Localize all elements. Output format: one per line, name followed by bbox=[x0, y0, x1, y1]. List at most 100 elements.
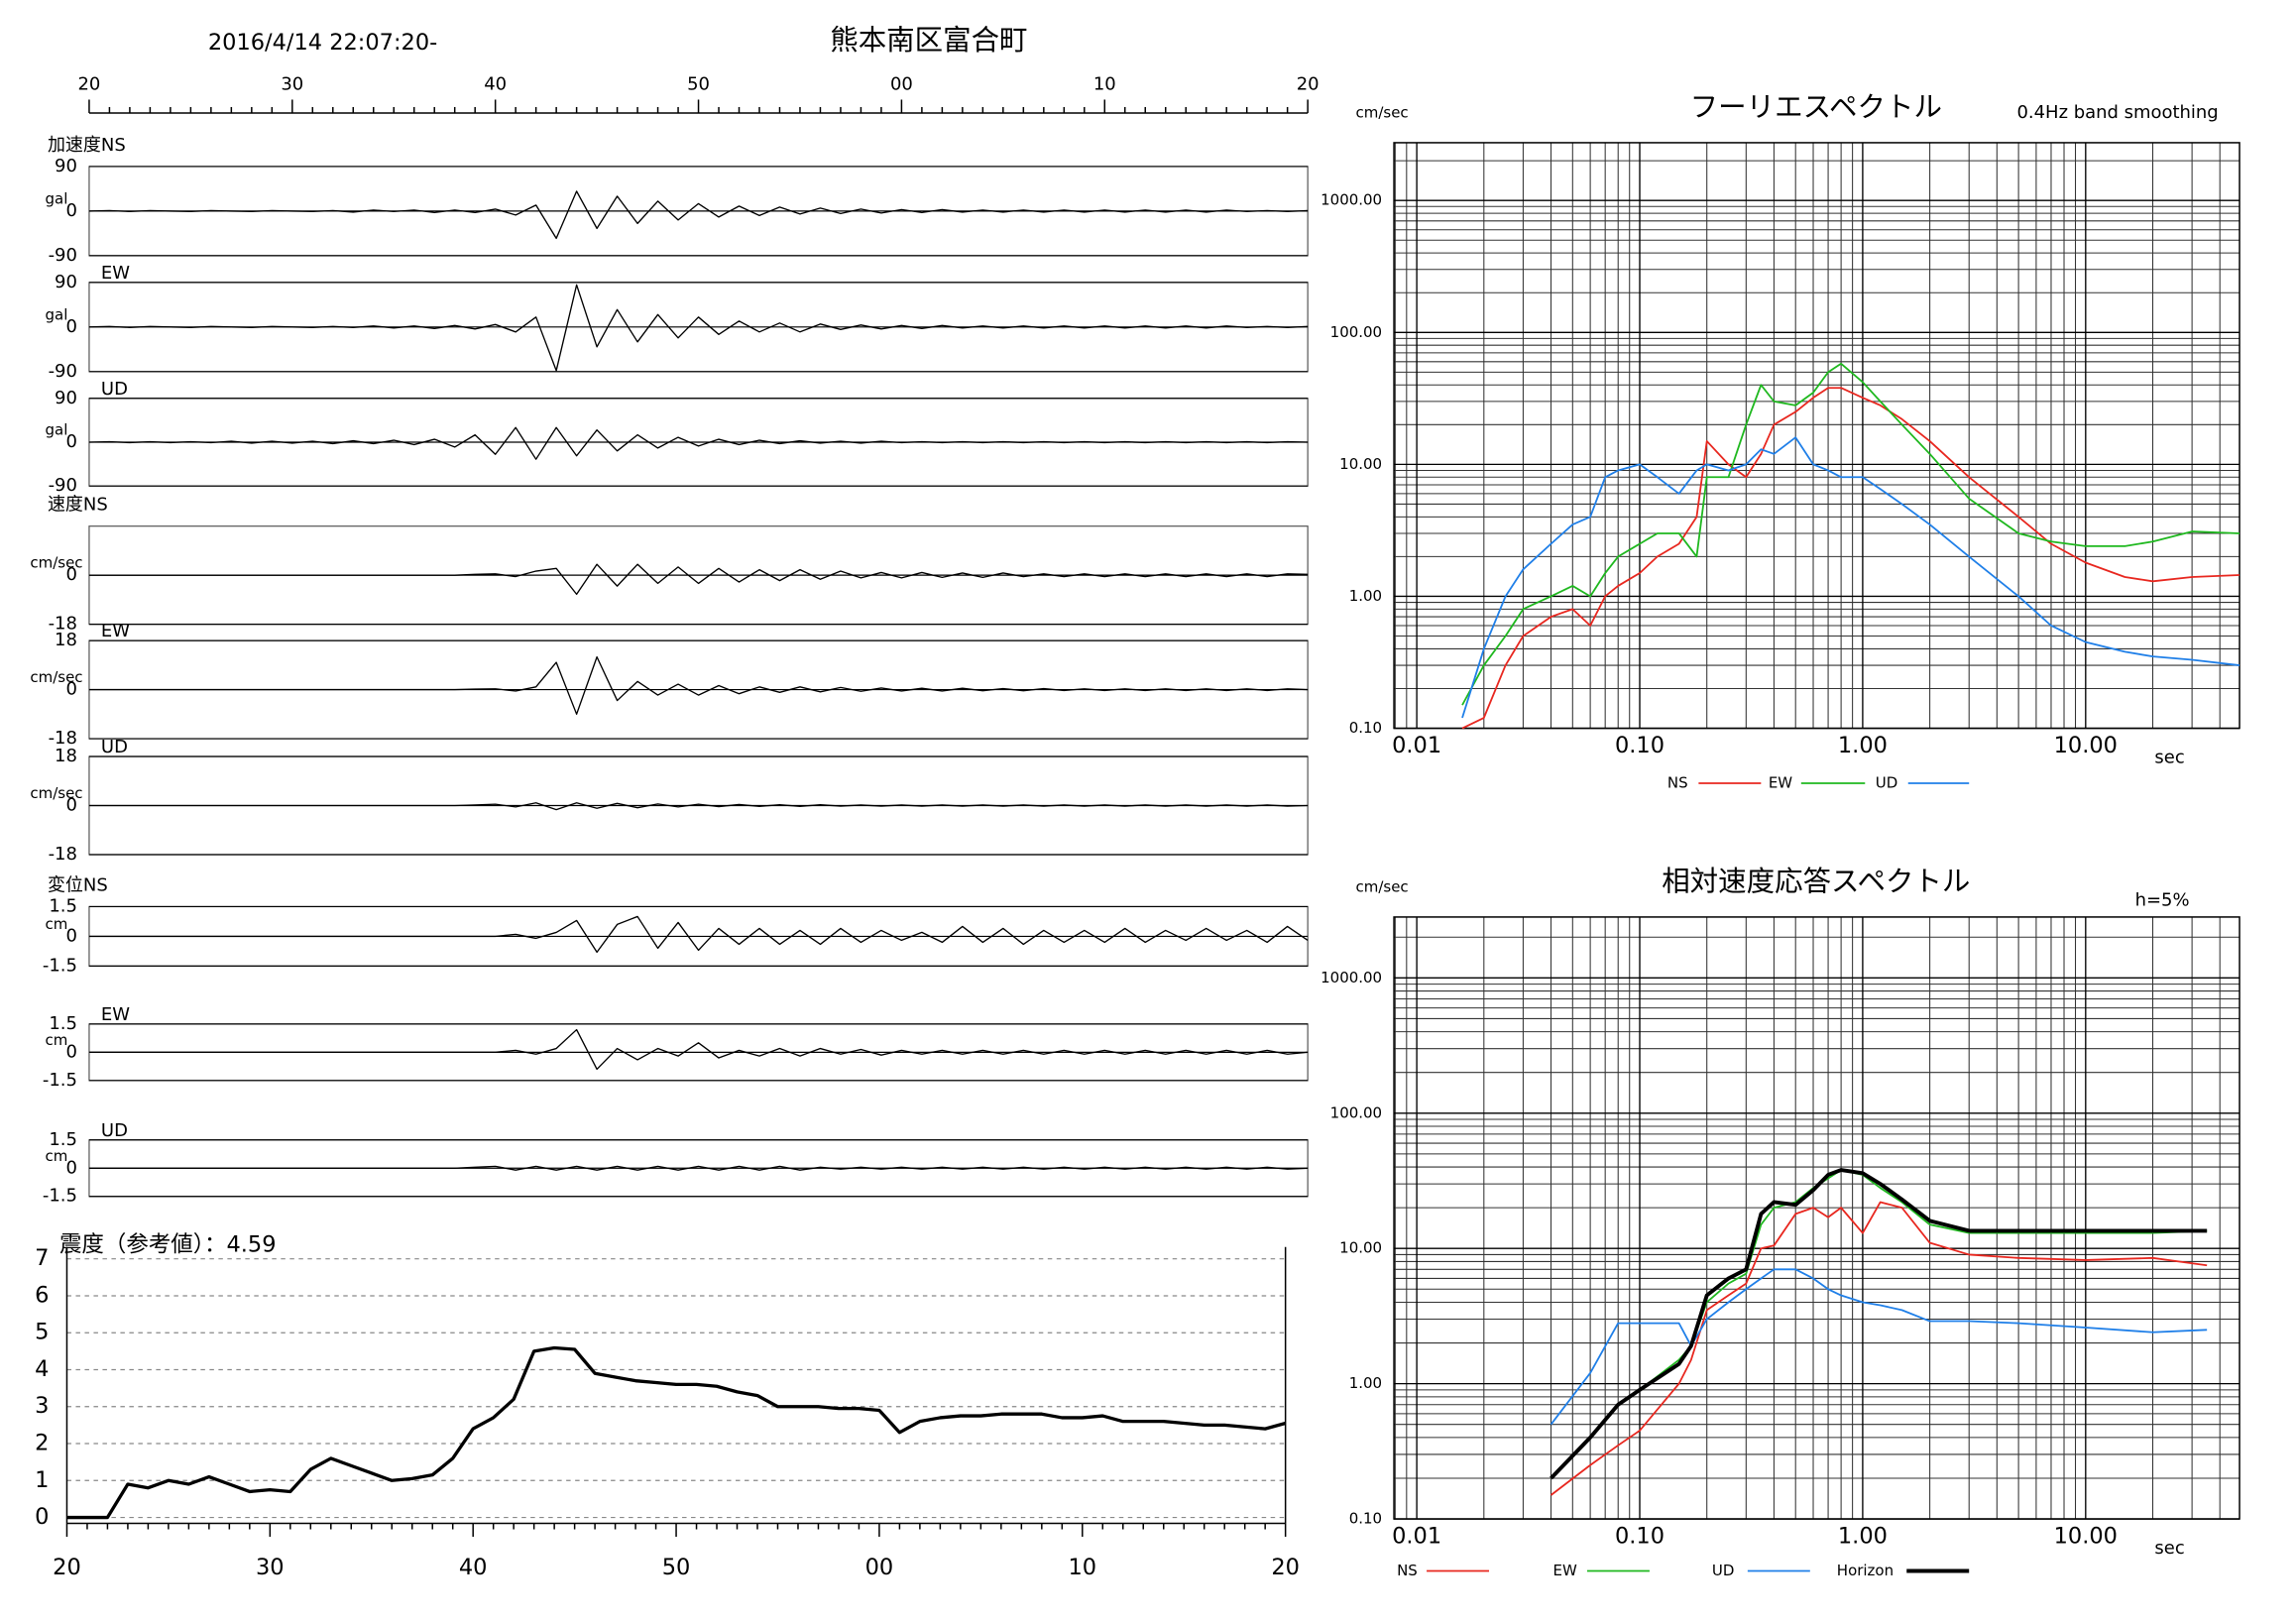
y-tick-label: 0 bbox=[66, 316, 77, 337]
y-tick-label: -90 bbox=[49, 475, 77, 496]
plot-frame bbox=[1393, 916, 2240, 1520]
waveform bbox=[88, 284, 1309, 372]
y-tick-label: -90 bbox=[49, 361, 77, 382]
y-tick-label: -90 bbox=[49, 245, 77, 266]
y-tick-label: 2 bbox=[35, 1431, 49, 1456]
panel-title: UD bbox=[101, 737, 128, 757]
y-tick-label: 90 bbox=[55, 156, 77, 176]
waveform bbox=[88, 1028, 1309, 1071]
panel-title: UD bbox=[101, 1120, 128, 1141]
chart-title: 震度（参考値）：4.59 bbox=[59, 1232, 277, 1258]
y-axis-label: cm/sec bbox=[1356, 103, 1409, 121]
date-time: 2016/4/14 22:07:20- bbox=[208, 30, 437, 56]
y-tick-label: 0 bbox=[66, 564, 77, 585]
waveform bbox=[88, 655, 1309, 715]
station: 熊本南区富合町 bbox=[830, 24, 1027, 57]
x-tick-label: 10.00 bbox=[2054, 733, 2118, 758]
y-tick-label: 0 bbox=[66, 1041, 77, 1062]
x-tick-label: 40 bbox=[484, 73, 507, 94]
y-tick-label: 1.5 bbox=[49, 1129, 77, 1150]
panel-title: EW bbox=[101, 621, 130, 641]
spectrum-line bbox=[1461, 387, 2240, 730]
y-tick-label: 0 bbox=[35, 1504, 49, 1530]
unit-label: gal bbox=[46, 189, 68, 207]
y-tick-label: 1.00 bbox=[1349, 1374, 1382, 1392]
y-tick-label: 100.00 bbox=[1330, 323, 1382, 341]
y-tick-label: 3 bbox=[35, 1393, 49, 1419]
y-tick-label: 18 bbox=[55, 746, 77, 766]
x-tick-label: 0.01 bbox=[1392, 1524, 1441, 1550]
x-tick-label: 20 bbox=[53, 1555, 81, 1580]
plot-frame bbox=[1393, 142, 2240, 730]
y-tick-label: 10.00 bbox=[1339, 455, 1382, 473]
x-tick-label: 20 bbox=[1271, 1555, 1300, 1580]
intensity-line bbox=[66, 1345, 1287, 1520]
x-tick-label: 10.00 bbox=[2054, 1524, 2118, 1550]
x-axis-label: sec bbox=[2154, 748, 2184, 768]
waveform bbox=[88, 563, 1309, 596]
unit-label: cm bbox=[46, 1147, 68, 1165]
legend-label: NS bbox=[1667, 774, 1688, 792]
spectrum-line bbox=[1461, 362, 2240, 706]
y-tick-label: 18 bbox=[55, 630, 77, 650]
panel-title: UD bbox=[101, 379, 128, 400]
subtitle: 0.4Hz band smoothing bbox=[2016, 102, 2218, 123]
x-tick-label: 30 bbox=[256, 1555, 285, 1580]
annotation: h=5% bbox=[2135, 889, 2190, 910]
panel-title: EW bbox=[101, 263, 130, 284]
x-tick-label: 00 bbox=[865, 1555, 894, 1580]
y-tick-label: -18 bbox=[49, 728, 77, 749]
x-tick-label: 50 bbox=[662, 1555, 691, 1580]
waveform bbox=[88, 426, 1309, 460]
unit-label: cm bbox=[46, 915, 68, 933]
x-axis-label: sec bbox=[2154, 1538, 2184, 1559]
y-tick-label: 1.5 bbox=[49, 895, 77, 916]
y-tick-label: 1.00 bbox=[1349, 587, 1382, 605]
unit-label: cm/sec bbox=[30, 784, 82, 802]
spectrum-line bbox=[1550, 1201, 2208, 1496]
waveform bbox=[88, 190, 1309, 240]
x-tick-label: 20 bbox=[1297, 73, 1320, 94]
y-tick-label: 100.00 bbox=[1330, 1103, 1382, 1121]
y-axis-label: cm/sec bbox=[1356, 877, 1409, 895]
unit-label: cm/sec bbox=[30, 554, 82, 572]
spectrum-line bbox=[1550, 1268, 2208, 1426]
x-tick-label: 50 bbox=[687, 73, 710, 94]
x-tick-label: 10 bbox=[1068, 1555, 1096, 1580]
y-tick-label: -1.5 bbox=[43, 1070, 77, 1091]
y-tick-label: 0 bbox=[66, 925, 77, 946]
y-tick-label: 0 bbox=[66, 431, 77, 452]
x-tick-label: 10 bbox=[1093, 73, 1116, 94]
chart-title: フーリエスペクトル bbox=[1690, 90, 1942, 123]
panel-title: 加速度NS bbox=[48, 135, 126, 156]
y-tick-label: 1 bbox=[35, 1467, 49, 1493]
unit-label: gal bbox=[46, 420, 68, 438]
y-tick-label: 1000.00 bbox=[1320, 969, 1382, 986]
x-tick-label: 30 bbox=[281, 73, 303, 94]
y-tick-label: 0.10 bbox=[1349, 1510, 1382, 1528]
y-tick-label: 6 bbox=[35, 1282, 49, 1308]
unit-label: cm/sec bbox=[30, 668, 82, 686]
spectrum-line bbox=[1550, 1168, 2208, 1480]
y-tick-label: 0 bbox=[66, 200, 77, 221]
y-tick-label: 7 bbox=[35, 1245, 49, 1271]
legend-label: NS bbox=[1397, 1562, 1418, 1579]
y-tick-label: 90 bbox=[55, 272, 77, 292]
unit-label: gal bbox=[46, 305, 68, 323]
unit-label: cm bbox=[46, 1031, 68, 1049]
panel-title: 速度NS bbox=[48, 495, 108, 516]
chart-title: 相対速度応答スペクトル bbox=[1662, 865, 1970, 897]
y-tick-label: 4 bbox=[35, 1356, 49, 1382]
y-tick-label: 0.10 bbox=[1349, 719, 1382, 737]
spectrum-line bbox=[1461, 436, 2240, 719]
y-tick-label: -1.5 bbox=[43, 955, 77, 976]
x-tick-label: 0.10 bbox=[1615, 1524, 1665, 1550]
legend-label: EW bbox=[1552, 1562, 1576, 1579]
y-tick-label: 0 bbox=[66, 679, 77, 700]
panel-title: EW bbox=[101, 1004, 130, 1025]
y-tick-label: -1.5 bbox=[43, 1186, 77, 1207]
waveform bbox=[88, 802, 1309, 811]
y-tick-label: 90 bbox=[55, 388, 77, 408]
